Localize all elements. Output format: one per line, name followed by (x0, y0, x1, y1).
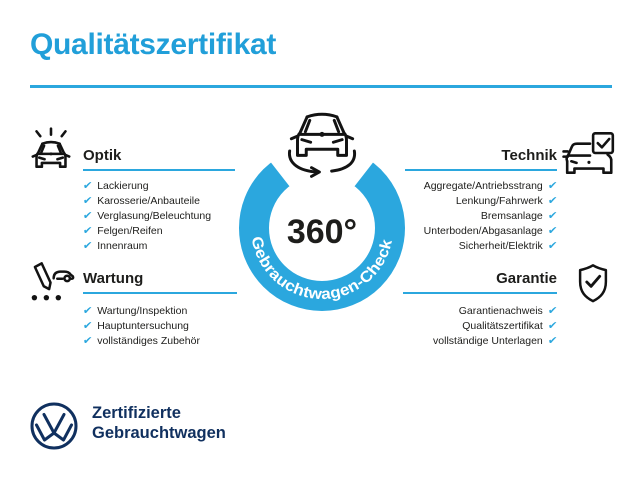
list-item: ✔ Verglasung/Beleuchtung (82, 208, 253, 223)
check-icon: ✔ (82, 209, 93, 222)
list-item: Bremsanlage ✔ (357, 208, 558, 223)
header-divider (30, 85, 612, 88)
list-item: vollständige Unterlagen ✔ (357, 333, 558, 348)
item-label: Bremsanlage (480, 209, 543, 222)
check-icon: ✔ (82, 319, 93, 332)
section-title-wartung: Wartung (83, 270, 237, 294)
car-checkbox-icon (562, 132, 615, 174)
item-label: vollständiges Zubehör (97, 334, 200, 347)
list-item: Garantienachweis ✔ (357, 303, 558, 318)
section-title-technik: Technik (405, 147, 557, 171)
list-item: ✔ Lackierung (82, 178, 253, 193)
section-title-optik: Optik (83, 147, 235, 171)
item-label: Qualitätszertifikat (462, 319, 543, 332)
item-label: vollständige Unterlagen (433, 334, 543, 347)
list-item: ✔ Hauptuntersuchung (82, 318, 263, 333)
item-label: Aggregate/Antriebsstrang (423, 179, 543, 192)
shield-check-icon (578, 264, 608, 303)
pencil-car-checklist-icon (31, 262, 75, 301)
check-icon: ✔ (82, 334, 93, 347)
section-title-garantie: Garantie (403, 270, 557, 294)
item-label: Hauptuntersuchung (97, 319, 189, 332)
item-label: Lenkung/Fahrwerk (455, 194, 543, 207)
360-check-badge: Gebrauchtwagen-Check 360° (239, 112, 405, 311)
wartung-item-list: ✔ Wartung/Inspektion ✔ Hauptuntersuchung ✔… (82, 303, 263, 348)
check-icon: ✔ (547, 224, 558, 237)
list-item: ✔ Felgen/Reifen (82, 223, 253, 238)
list-item: Unterboden/Abgasanlage ✔ (357, 223, 558, 238)
optik-item-list: ✔ Lackierung ✔ Karosserie/Anbauteile ✔ Verg… (82, 178, 253, 253)
item-label: Wartung/Inspektion (97, 304, 188, 317)
page-title: Qualitätszertifikat (30, 28, 277, 61)
vw-logo (30, 402, 78, 450)
check-icon: ✔ (82, 239, 93, 252)
list-item: Qualitätszertifikat ✔ (357, 318, 557, 333)
technik-item-list: Aggregate/Antriebsstrang ✔ Lenkung/Fahrwe… (357, 178, 558, 253)
check-icon: ✔ (82, 224, 93, 237)
check-icon: ✔ (82, 304, 93, 317)
car-360-rotation-icon (288, 112, 357, 178)
brand-line-1: Zertifizierte (92, 404, 181, 422)
item-label: Felgen/Reifen (97, 224, 163, 237)
garantie-item-list: Garantienachweis ✔ Qualitätszertifikat ✔ v… (357, 303, 558, 348)
check-icon: ✔ (82, 179, 93, 192)
check-icon: ✔ (547, 304, 558, 317)
ring-notch (248, 133, 396, 228)
list-item: ✔ vollständiges Zubehör (82, 333, 263, 348)
check-icon: ✔ (547, 334, 558, 347)
list-item: Sicherheit/Elektrik ✔ (357, 238, 558, 253)
item-label: Garantienachweis (458, 304, 543, 317)
degree-label: 360° (287, 213, 357, 251)
item-label: Unterboden/Abgasanlage (423, 224, 543, 237)
item-label: Innenraum (97, 239, 148, 252)
check-icon: ✔ (547, 209, 558, 222)
check-icon: ✔ (82, 194, 93, 207)
item-label: Sicherheit/Elektrik (458, 239, 543, 252)
check-icon: ✔ (547, 239, 558, 252)
item-label: Karosserie/Anbauteile (97, 194, 200, 207)
item-label: Verglasung/Beleuchtung (97, 209, 212, 222)
brand-wordmark: Zertifizierte Gebrauchtwagen (92, 403, 226, 443)
list-item: ✔ Innenraum (82, 238, 253, 253)
check-icon: ✔ (547, 179, 558, 192)
item-label: Lackierung (97, 179, 149, 192)
shining-car-icon (31, 127, 71, 168)
list-item: ✔ Wartung/Inspektion (82, 303, 263, 318)
list-item: Lenkung/Fahrwerk ✔ (357, 193, 558, 208)
list-item: Aggregate/Antriebsstrang ✔ (357, 178, 558, 193)
list-item: ✔ Karosserie/Anbauteile (82, 193, 253, 208)
check-icon: ✔ (547, 194, 558, 207)
check-icon: ✔ (547, 319, 558, 332)
brand-line-2: Gebrauchtwagen (92, 424, 226, 442)
